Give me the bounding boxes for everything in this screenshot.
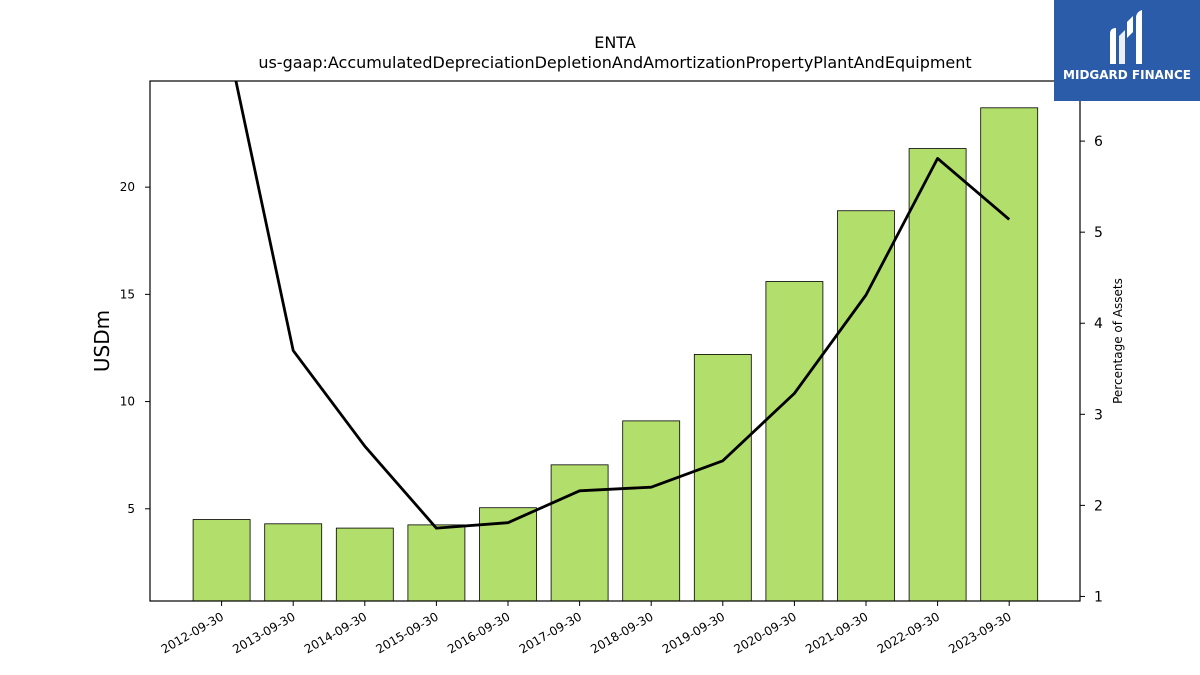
y2-tick-label-4: 4 [1094,316,1103,332]
percentage-line [234,81,1011,530]
y2-tick-label-1: 1 [1094,589,1103,605]
bar-2017-09-30 [550,464,609,602]
logo-text: MIDGARD FINANCE [1063,68,1191,82]
bar-2020-09-30 [765,281,824,602]
bar-2022-09-30 [908,148,967,602]
y2-tick-label-3: 3 [1094,407,1103,423]
x-tick-label-2013-09-30: 2013-09-30 [230,609,297,656]
chart-subtitle: us-gaap:AccumulatedDepreciationDepletion… [258,53,971,72]
y2-axis-label: Percentage of Assets [1111,278,1125,404]
bar-2015-09-30 [407,524,466,602]
x-tick-label-2016-09-30: 2016-09-30 [445,609,512,656]
x-tick-label-2021-09-30: 2021-09-30 [803,609,870,656]
bar-2018-09-30 [622,420,681,602]
y-axis-left: 5 10 15 20 [120,180,150,516]
x-tick-label-2018-09-30: 2018-09-30 [588,609,655,656]
y-tick-label-10: 10 [120,395,135,409]
chart-title: ENTA [594,33,636,52]
bar-2019-09-30 [693,354,752,602]
bar-2014-09-30 [335,527,394,602]
y2-tick-label-5: 5 [1094,225,1103,241]
line-group [234,81,1011,530]
y-tick-label-15: 15 [120,287,135,301]
x-tick-label-2020-09-30: 2020-09-30 [731,609,798,656]
y-axis-label: USDm [90,310,114,372]
bar-2021-09-30 [837,210,895,602]
y2-tick-label-6: 6 [1094,134,1103,150]
x-tick-label-2017-09-30: 2017-09-30 [517,609,584,656]
y-tick-label-20: 20 [120,180,135,194]
y-tick-label-5: 5 [127,502,135,516]
x-tick-label-2023-09-30: 2023-09-30 [946,609,1013,656]
bar-2013-09-30 [264,523,323,602]
x-tick-label-2019-09-30: 2019-09-30 [660,609,727,656]
midgard-finance-logo: MIDGARD FINANCE [1054,0,1200,101]
x-tick-label-2022-09-30: 2022-09-30 [875,609,942,656]
plot-frame [149,80,1081,602]
logo-mark-icon [1110,10,1142,64]
bar-2012-09-30 [192,519,251,602]
y-axis-right: 1 2 3 4 5 6 [1080,134,1103,605]
x-tick-label-2014-09-30: 2014-09-30 [302,609,369,656]
x-tick-label-2012-09-30: 2012-09-30 [159,609,226,656]
x-tick-label-2015-09-30: 2015-09-30 [373,609,440,656]
bars-group [192,107,1039,602]
x-axis: 2012-09-30 2013-09-30 2014-09-30 2015-09-30… [159,601,1014,656]
bar-2023-09-30 [980,107,1039,602]
y2-tick-label-2: 2 [1094,498,1103,514]
